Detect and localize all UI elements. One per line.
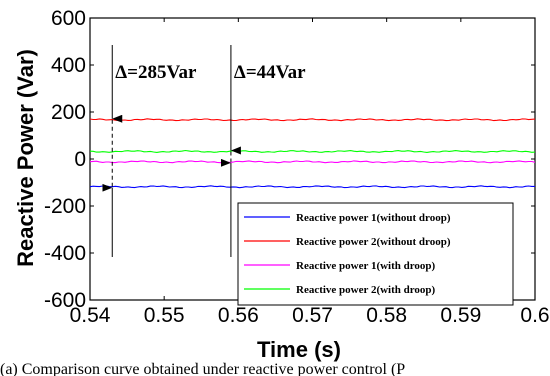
- legend-entry: Reactive power 1(with droop): [296, 260, 436, 272]
- series-line-4: [89, 149, 536, 153]
- x-tick-label: 0.55: [144, 304, 185, 327]
- legend-entry: Reactive power 2(without droop): [296, 236, 451, 248]
- legend: Reactive power 1(without droop) Reactive …: [237, 202, 514, 306]
- x-tick-label: 0.59: [440, 304, 481, 327]
- annotation-label: Δ=285Var: [115, 62, 197, 83]
- y-tick-label: 200: [51, 101, 86, 124]
- annotation-group: Δ=285Var Δ=44Var: [102, 45, 306, 257]
- annotation-label: Δ=44Var: [234, 62, 306, 83]
- y-tick-label: 600: [51, 7, 86, 30]
- tick-label-group: 0.54 0.55 0.56 0.57 0.58 0.59 0.6 600 400 200 0 -20…: [44, 7, 550, 327]
- y-tick-label: -200: [44, 195, 86, 218]
- legend-entry: Reactive power 2(with droop): [296, 284, 436, 296]
- x-tick-label: 0.6: [520, 304, 549, 327]
- y-axis-title: Reactive Power (Var): [13, 49, 38, 267]
- series-line-3: [89, 160, 536, 164]
- series-group: [89, 118, 536, 189]
- series-line-1: [89, 185, 535, 189]
- figure-caption: (a) Comparison curve obtained under reac…: [0, 361, 405, 376]
- y-tick-label: -600: [44, 289, 86, 312]
- y-tick-label: 0: [74, 148, 86, 171]
- legend-box: [237, 202, 514, 306]
- y-tick-label: 400: [51, 54, 86, 77]
- x-tick-label: 0.57: [292, 304, 333, 327]
- x-axis-title: Time (s): [257, 337, 341, 362]
- x-tick-label: 0.54: [70, 304, 111, 327]
- x-tick-label: 0.58: [366, 304, 407, 327]
- series-line-2: [89, 118, 536, 122]
- x-tick-label: 0.56: [218, 304, 259, 327]
- y-tick-label: -400: [44, 242, 86, 265]
- legend-entry: Reactive power 1(without droop): [296, 212, 451, 224]
